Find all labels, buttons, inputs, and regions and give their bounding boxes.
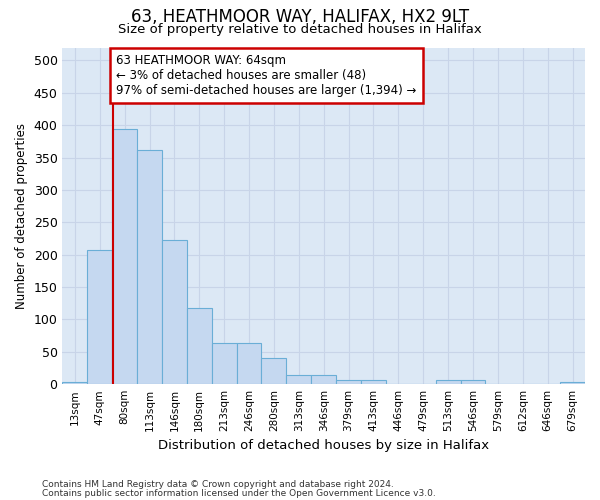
Y-axis label: Number of detached properties: Number of detached properties	[15, 123, 28, 309]
Bar	[88, 250, 112, 384]
Text: Contains HM Land Registry data © Crown copyright and database right 2024.: Contains HM Land Registry data © Crown c…	[42, 480, 394, 489]
Bar	[560, 382, 585, 384]
Bar	[187, 308, 212, 384]
Bar	[162, 240, 187, 384]
X-axis label: Distribution of detached houses by size in Halifax: Distribution of detached houses by size …	[158, 440, 489, 452]
Text: 63, HEATHMOOR WAY, HALIFAX, HX2 9LT: 63, HEATHMOOR WAY, HALIFAX, HX2 9LT	[131, 8, 469, 26]
Bar	[461, 380, 485, 384]
Text: Size of property relative to detached houses in Halifax: Size of property relative to detached ho…	[118, 22, 482, 36]
Bar	[436, 380, 461, 384]
Bar	[62, 382, 88, 384]
Bar	[262, 358, 286, 384]
Bar	[137, 150, 162, 384]
Bar	[112, 129, 137, 384]
Bar	[361, 380, 386, 384]
Text: 63 HEATHMOOR WAY: 64sqm
← 3% of detached houses are smaller (48)
97% of semi-det: 63 HEATHMOOR WAY: 64sqm ← 3% of detached…	[116, 54, 416, 97]
Bar	[336, 380, 361, 384]
Text: Contains public sector information licensed under the Open Government Licence v3: Contains public sector information licen…	[42, 488, 436, 498]
Bar	[311, 375, 336, 384]
Bar	[286, 375, 311, 384]
Bar	[212, 342, 236, 384]
Bar	[236, 342, 262, 384]
